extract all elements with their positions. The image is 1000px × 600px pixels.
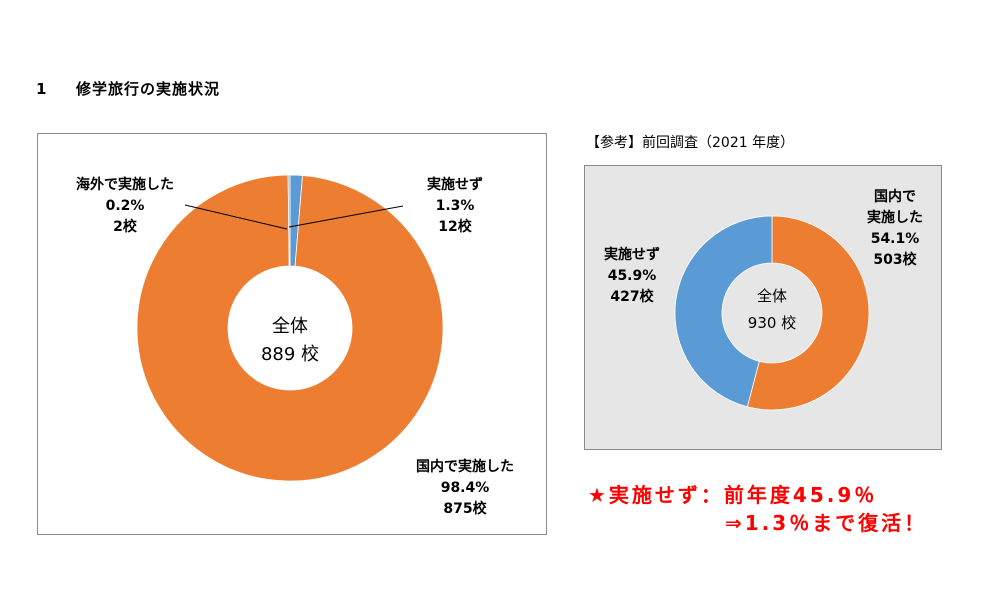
current-slice-1 xyxy=(287,174,291,267)
label-domestic: 国内で実施した 98.4% 875校 xyxy=(390,457,540,520)
label-prev-domestic-percent: 54.1% xyxy=(870,231,920,247)
leader-lines xyxy=(184,204,404,230)
label-prev-domestic: 国内で 実施した 54.1% 503校 xyxy=(850,187,940,271)
label-overseas-count: 2校 xyxy=(113,219,137,235)
note-line1: ★実施せず：前年度45.9％ xyxy=(588,483,878,507)
label-prev-not-held-count: 427校 xyxy=(610,289,654,305)
center-previous-line2: 930 校 xyxy=(747,314,797,332)
section-title-text: 修学旅行の実施状況 xyxy=(76,80,221,98)
label-prev-not-held-percent: 45.9% xyxy=(607,268,657,284)
note-line2: ⇒1.3％まで復活！ xyxy=(725,511,928,535)
label-overseas: 海外で実施した 0.2% 2校 xyxy=(50,175,200,238)
center-label-current: 全体 889 校 xyxy=(245,313,335,369)
center-previous-line1: 全体 xyxy=(756,287,787,305)
previous-slice-0 xyxy=(746,215,870,411)
center-current-line1: 全体 xyxy=(272,316,308,337)
label-overseas-name: 海外で実施した xyxy=(76,177,174,193)
leader-line-overseas xyxy=(184,204,288,230)
center-current-line2: 889 校 xyxy=(260,344,320,365)
label-domestic-count: 875校 xyxy=(443,501,487,517)
label-not-held-count: 12校 xyxy=(438,219,472,235)
leader-line-not-held xyxy=(288,205,404,228)
center-label-previous: 全体 930 校 xyxy=(732,283,812,337)
label-domestic-percent: 98.4% xyxy=(440,480,490,496)
label-prev-not-held-name: 実施せず xyxy=(604,247,660,263)
current-slice-0 xyxy=(136,174,444,482)
label-not-held-name: 実施せず xyxy=(427,177,483,193)
reference-heading: 【参考】前回調査（2021 年度） xyxy=(586,135,795,151)
label-prev-domestic-name2: 実施した xyxy=(867,210,923,226)
label-prev-domestic-name1: 国内で xyxy=(874,189,916,205)
label-overseas-percent: 0.2% xyxy=(105,198,145,214)
section-title: 1 修学旅行の実施状況 xyxy=(36,78,220,99)
section-number: 1 xyxy=(36,80,48,98)
donut-previous xyxy=(674,215,870,411)
label-domestic-name: 国内で実施した xyxy=(416,459,514,475)
label-not-held: 実施せず 1.3% 12校 xyxy=(400,175,510,238)
label-prev-not-held: 実施せず 45.9% 427校 xyxy=(587,245,677,308)
label-not-held-percent: 1.3% xyxy=(435,198,475,214)
donut-current xyxy=(136,174,444,482)
label-prev-domestic-count: 503校 xyxy=(873,252,917,268)
previous-slice-1 xyxy=(674,215,773,408)
